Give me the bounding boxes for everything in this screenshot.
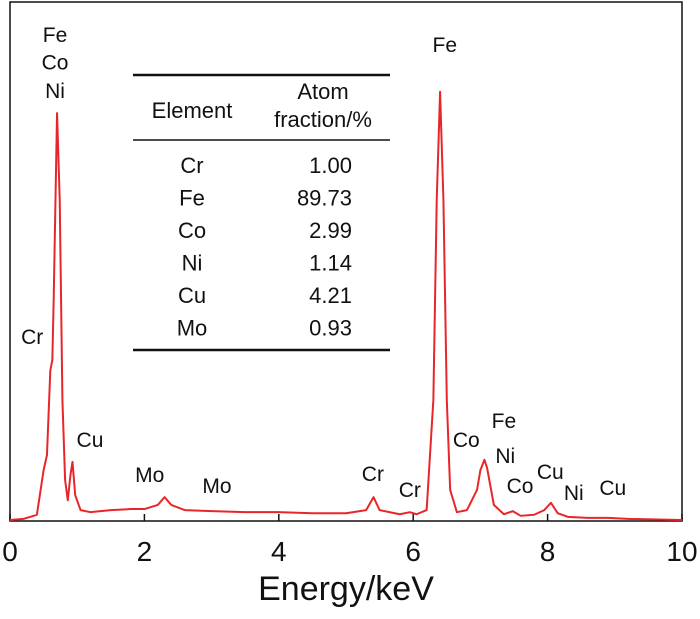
table-cell: Ni	[182, 251, 203, 276]
peak-label: Cu	[537, 461, 564, 484]
peak-label: Cr	[362, 463, 384, 486]
table-cell: Fe	[179, 186, 205, 211]
x-axis-title: Energy/keV	[258, 570, 434, 608]
peak-label: Co	[507, 475, 534, 498]
peak-label: Mo	[135, 464, 164, 487]
x-tick-label: 8	[540, 536, 556, 567]
table-cell: 4.21	[309, 283, 352, 308]
peak-label: Cu	[77, 429, 104, 452]
table-cell: 1.00	[309, 153, 352, 178]
table-cell: Cu	[178, 283, 206, 308]
peak-label: Ni	[564, 482, 584, 505]
table-cell: Co	[178, 218, 206, 243]
peak-label: Ni	[495, 445, 515, 468]
peak-label: Mo	[202, 475, 231, 498]
peak-label: Cr	[21, 326, 43, 349]
x-tick-label: 2	[137, 536, 153, 567]
peak-label: Ni	[45, 80, 65, 103]
x-tick-label: 0	[2, 536, 18, 567]
x-tick-label: 6	[405, 536, 421, 567]
peak-label: Fe	[492, 410, 517, 433]
x-tick-label: 10	[666, 536, 697, 567]
table-cell: 89.73	[297, 186, 352, 211]
table-cell: 0.93	[309, 316, 352, 341]
spectrum-line	[9, 90, 683, 521]
peak-label: Cu	[599, 477, 626, 500]
table-cell: Mo	[177, 316, 208, 341]
table-cell: Cr	[180, 153, 203, 178]
table-cell: 2.99	[309, 218, 352, 243]
plot-frame	[9, 1, 683, 522]
table-header: Element	[152, 98, 233, 123]
peak-label: Fe	[43, 24, 68, 47]
peak-label: Fe	[433, 34, 458, 57]
peak-label: Co	[453, 429, 480, 452]
x-tick-label: 4	[271, 536, 287, 567]
peak-label: Cr	[399, 479, 421, 502]
table-header-box: Atom fraction/%	[274, 79, 372, 132]
table-cell: 1.14	[309, 251, 352, 276]
table-header: Atom fraction/%	[274, 79, 372, 132]
peak-label: Co	[42, 51, 69, 74]
